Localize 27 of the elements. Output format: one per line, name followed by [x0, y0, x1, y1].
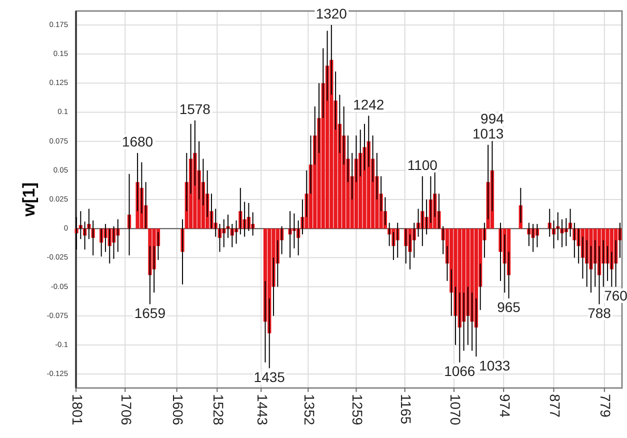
x-tick-label: 779	[598, 394, 614, 418]
x-tick-label: 974	[496, 394, 513, 418]
x-tick-label: 877	[547, 394, 564, 418]
x-tick-label: 1070	[447, 394, 464, 426]
annotation: 994	[480, 110, 504, 126]
x-tick-label: 1165	[398, 394, 414, 424]
annotation: 1100	[407, 156, 438, 173]
x-tick-label: 1259	[350, 394, 366, 426]
annotation: 1659	[134, 304, 166, 321]
annotation: 1680	[122, 134, 154, 150]
x-tick-label: 1352	[301, 394, 318, 426]
bar	[330, 60, 334, 229]
annotation: 788	[588, 304, 612, 321]
annotation: 1242	[353, 96, 384, 112]
x-tick-label: 1606	[170, 394, 186, 426]
x-tick-label: 1443	[254, 394, 270, 426]
x-tick-label: 1706	[118, 394, 134, 426]
x-tick-label: 1528	[210, 394, 226, 426]
annotation: 1033	[479, 357, 510, 374]
annotation: 965	[497, 299, 521, 316]
annotation: 1578	[179, 101, 211, 118]
annotation: 1066	[444, 363, 476, 380]
annotation: 760	[604, 287, 627, 304]
annotation: 1320	[316, 6, 348, 22]
annotation: 1435	[254, 368, 286, 385]
y-axis-title: w[1]	[19, 182, 38, 218]
x-tick-label: 1801	[69, 394, 86, 426]
